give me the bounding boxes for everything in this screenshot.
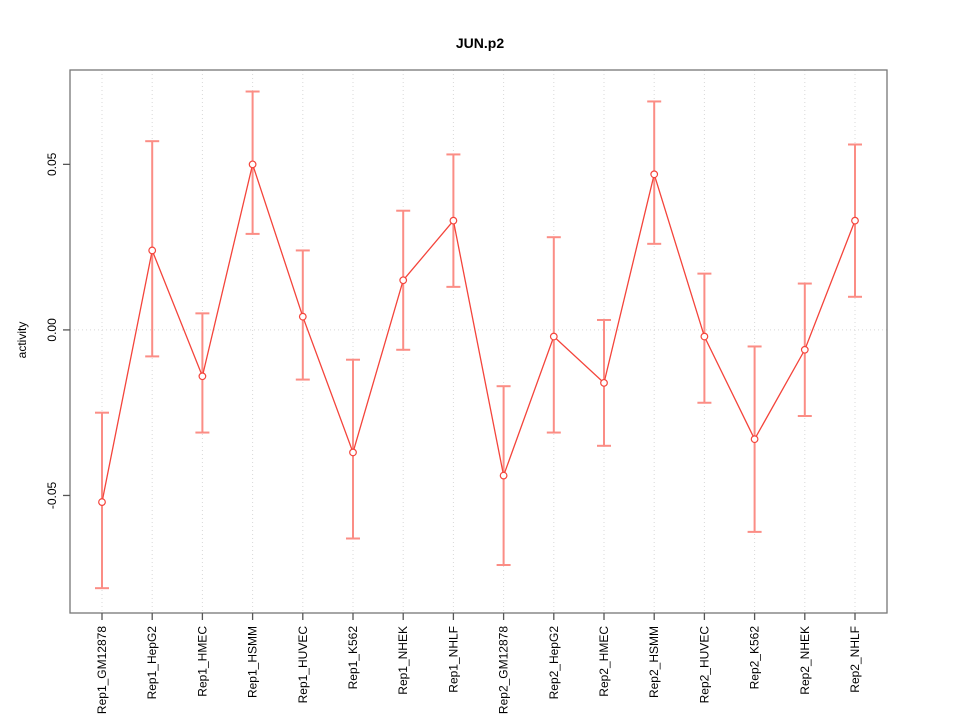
chart-title: JUN.p2 [455, 35, 505, 51]
x-category-label: Rep1_HMEC [195, 626, 209, 697]
x-category-label: Rep2_NHEK [798, 626, 812, 695]
x-category-label: Rep1_K562 [346, 626, 360, 690]
data-point [248, 160, 257, 169]
x-category-label: Rep2_HepG2 [547, 626, 561, 700]
x-category-label: Rep2_GM12878 [497, 626, 511, 714]
data-point [650, 170, 659, 179]
y-tick-label: 0.05 [45, 152, 59, 176]
y-tick-label: 0.00 [45, 318, 59, 342]
x-category-label: Rep1_HepG2 [145, 626, 159, 700]
data-point [449, 216, 458, 225]
data-point [148, 246, 157, 255]
x-category-label: Rep1_HUVEC [296, 626, 310, 704]
x-category-label: Rep1_NHLF [446, 626, 460, 693]
data-point [800, 345, 809, 354]
x-category-label: Rep2_HUVEC [697, 626, 711, 704]
x-category-label: Rep2_HMEC [597, 626, 611, 697]
y-tick-label: -0.05 [45, 481, 59, 509]
x-category-label: Rep1_HSMM [246, 626, 260, 698]
data-point [399, 276, 408, 285]
plot-box [69, 69, 888, 614]
data-point [298, 312, 307, 321]
series-line [101, 161, 856, 503]
data-point [600, 378, 608, 387]
x-category-label: Rep2_K562 [748, 626, 762, 690]
data-point [198, 372, 207, 381]
data-point [750, 435, 759, 444]
x-category-label: Rep1_NHEK [396, 626, 410, 695]
x-category-label: Rep2_HSMM [647, 626, 661, 698]
x-category-label: Rep2_NHLF [848, 626, 862, 693]
data-point [349, 448, 357, 457]
x-category-label: Rep1_GM12878 [95, 626, 109, 714]
data-point [700, 332, 709, 341]
data-point [499, 471, 508, 480]
data-point [851, 216, 859, 225]
data-point [98, 498, 106, 506]
data-point [549, 332, 558, 341]
